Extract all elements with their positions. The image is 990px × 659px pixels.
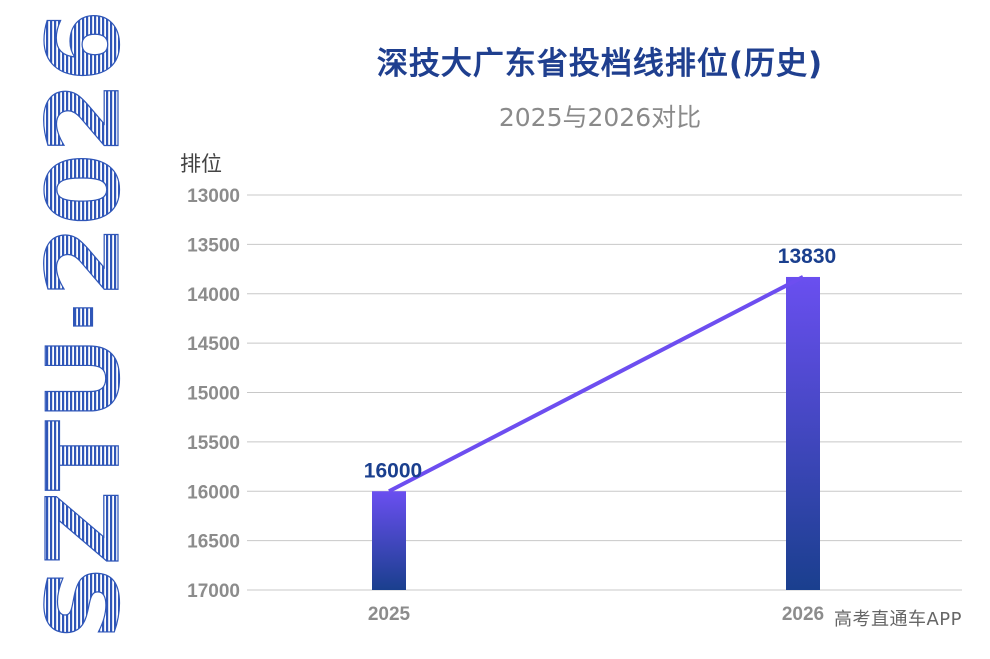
data-label: 13830 bbox=[778, 245, 836, 268]
y-tick-label: 13000 bbox=[187, 186, 240, 207]
data-label: 16000 bbox=[364, 459, 422, 482]
series-line bbox=[388, 275, 804, 494]
bar bbox=[786, 276, 820, 590]
y-tick-label: 13500 bbox=[187, 235, 240, 256]
x-tick-label: 2026 bbox=[782, 604, 824, 625]
bar bbox=[372, 491, 406, 590]
x-tick-label: 2025 bbox=[368, 604, 411, 625]
y-tick-label: 15000 bbox=[187, 384, 240, 405]
watermark: 高考直通车APP bbox=[833, 609, 962, 630]
y-axis-label: 排位 bbox=[180, 152, 222, 176]
sztu-2026-logo: SZTU·2026 bbox=[24, 9, 142, 640]
y-tick-label: 17000 bbox=[187, 581, 240, 602]
y-tick-label: 16000 bbox=[187, 482, 240, 503]
y-tick-label: 14500 bbox=[187, 334, 240, 355]
svg-text:SZTU·2026: SZTU·2026 bbox=[25, 10, 142, 640]
chart-title: 深技大广东省投档线排位(历史) bbox=[376, 46, 824, 82]
chart-subtitle: 2025与2026对比 bbox=[498, 103, 702, 132]
y-tick-label: 15500 bbox=[187, 433, 240, 454]
y-tick-label: 14000 bbox=[187, 285, 240, 306]
y-tick-label: 16500 bbox=[187, 532, 240, 553]
